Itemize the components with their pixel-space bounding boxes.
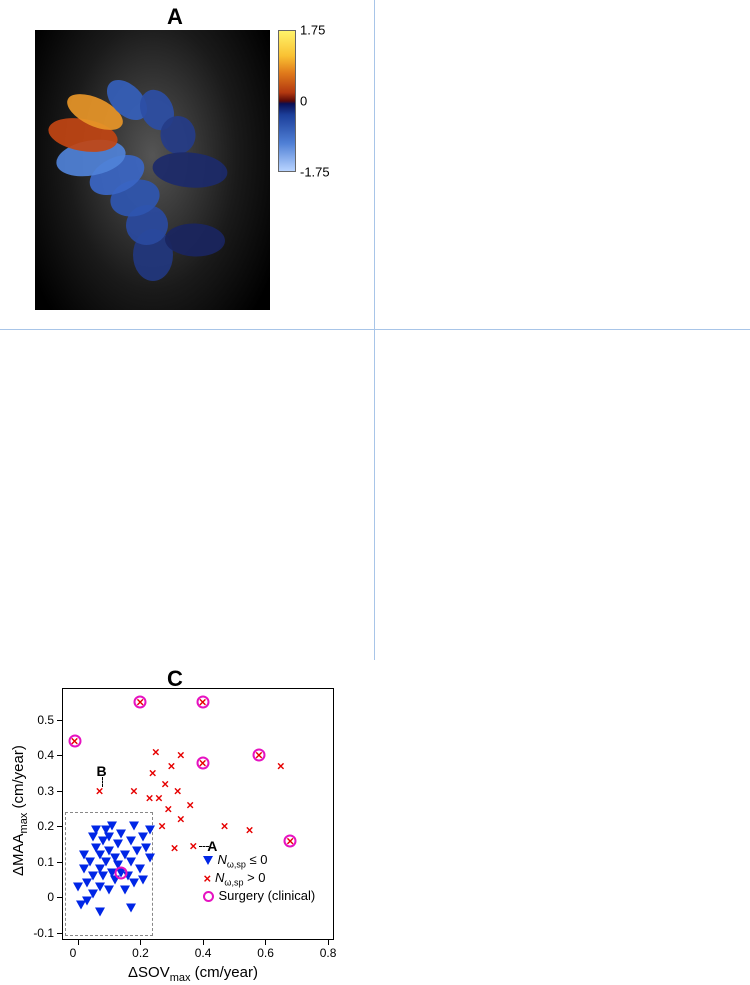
panel-a: A (0, 0, 375, 330)
colorbar-tick: 1.75 (296, 23, 325, 38)
figure-grid: A (0, 0, 750, 660)
divider-horizontal (0, 329, 750, 330)
divider-vertical (374, 0, 375, 660)
panel-a-colorbar: 1.750-1.75 (278, 30, 296, 172)
panel-d: D -2 0 2 4 6 Nω,spNo growthor surger (375, 330, 750, 660)
panel-c-scatter: 0 0.2 0.4 0.6 0.8 -0.1 0 0.1 0.2 (62, 688, 334, 940)
colorbar-gradient (278, 30, 296, 172)
panel-a-mri (35, 30, 270, 310)
panel-a-aorta-overlay (35, 30, 270, 310)
panel-b: B (375, 0, 750, 330)
colorbar-tick: -1.75 (296, 165, 330, 180)
panel-c: C 0 0.2 0.4 0.6 0.8 - (0, 330, 375, 660)
panel-a-label: A (167, 4, 183, 30)
colorbar-tick: 0 (296, 94, 307, 109)
